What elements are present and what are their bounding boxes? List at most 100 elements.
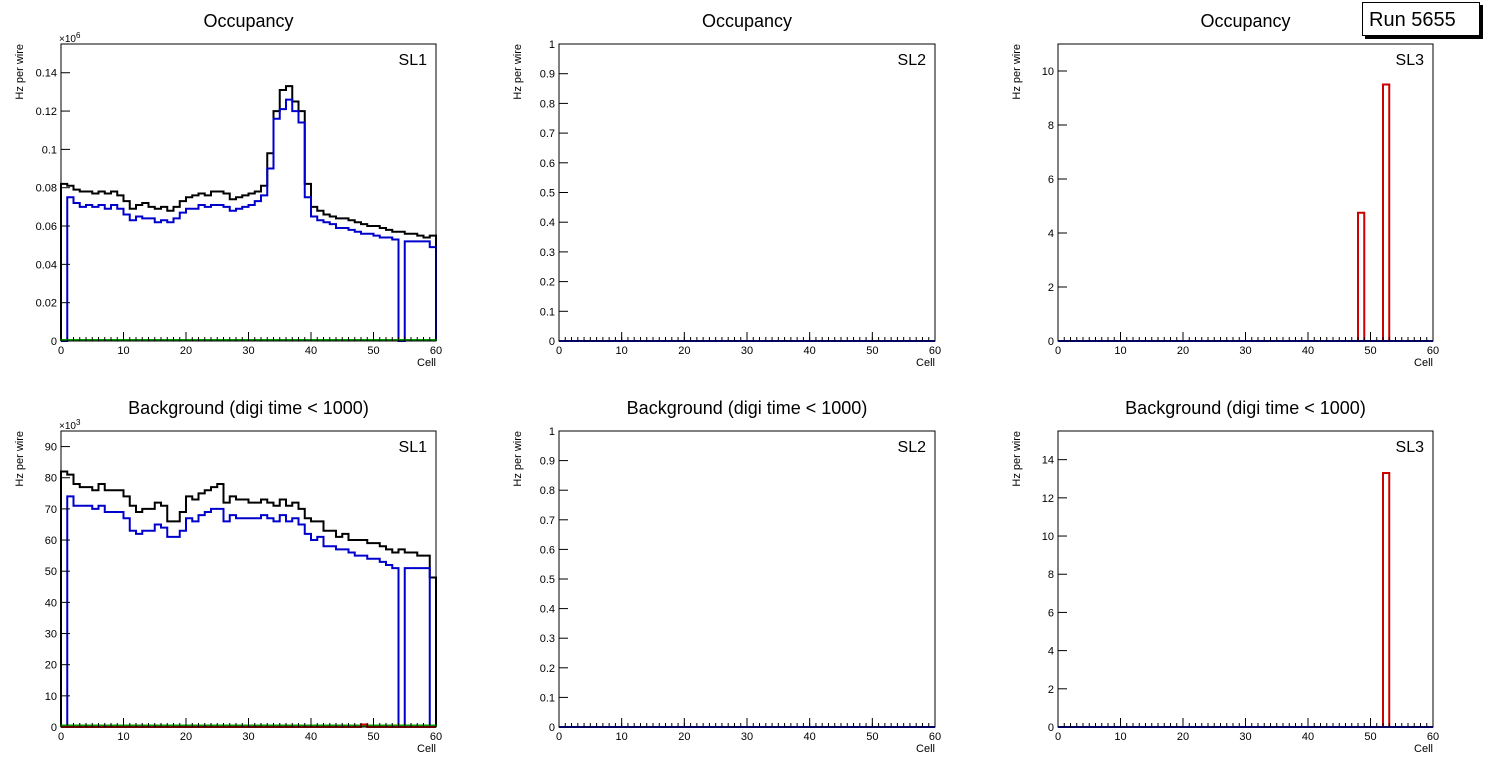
y-tick-label: 50	[45, 566, 57, 578]
x-tick-label: 50	[866, 345, 878, 357]
superlayer-label: SL3	[1396, 439, 1425, 456]
x-tick-label: 60	[430, 731, 442, 743]
y-tick-label: 20	[45, 660, 57, 672]
y-tick-label: 60	[45, 535, 57, 547]
y-tick-label: 0.02	[36, 298, 57, 310]
x-tick-label: 50	[866, 731, 878, 743]
histogram-series	[61, 495, 436, 728]
y-tick-label: 0.9	[540, 456, 555, 468]
x-tick-label: 20	[180, 731, 192, 743]
y-tick-label: 10	[1042, 66, 1054, 78]
x-tick-label: 50	[367, 345, 379, 357]
y-tick-label: 0.8	[540, 485, 555, 497]
plot-title: Occupancy	[1200, 11, 1290, 31]
x-tick-label: 20	[1177, 731, 1189, 743]
y-tick-label: 0.06	[36, 221, 57, 233]
y-tick-label: 0.4	[540, 217, 555, 229]
y-tick-label: 30	[45, 629, 57, 641]
x-tick-label: 60	[430, 345, 442, 357]
x-tick-label: 0	[556, 345, 562, 357]
y-tick-label: 12	[1042, 493, 1054, 505]
y-tick-label: 6	[1048, 174, 1054, 186]
x-tick-label: 10	[117, 731, 129, 743]
y-tick-label: 2	[1048, 282, 1054, 294]
y-tick-label: 0.8	[540, 98, 555, 110]
x-tick-label: 60	[1427, 731, 1439, 743]
plot-frame	[60, 430, 437, 728]
y-tick-label: 0	[549, 722, 555, 734]
x-tick-label: 20	[180, 345, 192, 357]
x-tick-label: 0	[1055, 731, 1061, 743]
x-tick-label: 10	[1114, 731, 1126, 743]
x-tick-label: 0	[58, 731, 64, 743]
x-tick-label: 40	[305, 345, 317, 357]
y-tick-label: 0.5	[540, 188, 555, 200]
y-tick-label: 70	[45, 504, 57, 516]
plot-frame	[558, 43, 936, 342]
y-tick-label: 90	[45, 442, 57, 454]
x-tick-label: 0	[58, 345, 64, 357]
x-tick-label: 40	[1302, 345, 1314, 357]
y-tick-label: 1	[549, 426, 555, 438]
superlayer-label: SL2	[898, 52, 927, 69]
x-tick-label: 60	[929, 731, 941, 743]
x-tick-label: 40	[804, 345, 816, 357]
y-tick-label: 40	[45, 597, 57, 609]
x-tick-label: 20	[678, 731, 690, 743]
plot-title: Background (digi time < 1000)	[627, 398, 868, 418]
histogram-panel: 0 10 20 30 40 50 60 0 2 4 6 8 10 Cell Hz per wire Occup…	[1011, 11, 1439, 369]
x-tick-label: 40	[804, 731, 816, 743]
x-tick-label: 50	[1364, 345, 1376, 357]
histogram-series	[60, 85, 437, 341]
y-tick-label: 0.7	[540, 128, 555, 140]
x-axis-label: Cell	[417, 357, 436, 369]
histogram-series	[60, 470, 437, 727]
plot-frame	[1057, 430, 1434, 728]
histogram-panel: 0 10 20 30 40 50 60 0 0.1 0.2 0.3 0.4 0.5 0.6 0.7 0.8 0.…	[512, 11, 941, 369]
x-tick-label: 60	[929, 345, 941, 357]
y-tick-label: 0.2	[540, 663, 555, 675]
x-tick-label: 20	[1177, 345, 1189, 357]
y-tick-label: 0	[549, 336, 555, 348]
y-tick-label: 0.1	[42, 144, 57, 156]
x-tick-label: 20	[678, 345, 690, 357]
y-tick-label: 8	[1048, 569, 1054, 581]
y-tick-label: 0	[51, 336, 57, 348]
x-tick-label: 30	[741, 345, 753, 357]
y-tick-label: 0.2	[540, 277, 555, 289]
y-tick-label: 0.4	[540, 604, 555, 616]
histogram-panel: 0 10 20 30 40 50 60 0 2 4 6 8 10 12 14 Cell Hz per wire B…	[1011, 398, 1439, 755]
y-axis-label: Hz per wire	[512, 44, 524, 100]
y-tick-label: 0.6	[540, 158, 555, 170]
plot-frame	[558, 430, 936, 728]
y-tick-label: 4	[1048, 646, 1054, 658]
plot-title: Occupancy	[702, 11, 792, 31]
y-tick-label: 0.1	[540, 306, 555, 318]
y-tick-label: 0	[1048, 336, 1054, 348]
histogram-series	[1058, 83, 1433, 342]
y-axis-label: Hz per wire	[1011, 431, 1023, 487]
run-number-box: Run 5655	[1362, 2, 1480, 36]
x-tick-label: 10	[117, 345, 129, 357]
y-tick-label: 0.04	[36, 259, 57, 271]
plot-title: Occupancy	[203, 11, 293, 31]
y-tick-label: 0.7	[540, 515, 555, 527]
y-tick-label: 80	[45, 473, 57, 485]
superlayer-label: SL1	[399, 52, 428, 69]
y-tick-label: 4	[1048, 228, 1054, 240]
x-tick-label: 30	[741, 731, 753, 743]
x-tick-label: 40	[1302, 731, 1314, 743]
y-tick-label: 0.6	[540, 544, 555, 556]
x-tick-label: 10	[616, 731, 628, 743]
y-axis-label: Hz per wire	[1011, 44, 1023, 100]
y-tick-label: 2	[1048, 684, 1054, 696]
superlayer-label: SL1	[399, 439, 428, 456]
superlayer-label: SL3	[1396, 52, 1425, 69]
x-tick-label: 0	[1055, 345, 1061, 357]
y-axis-label: Hz per wire	[14, 44, 26, 100]
x-axis-label: Cell	[916, 357, 935, 369]
plot-title: Background (digi time < 1000)	[128, 398, 369, 418]
y-exponent-label: ×103	[59, 418, 81, 432]
y-tick-label: 0.9	[540, 69, 555, 81]
